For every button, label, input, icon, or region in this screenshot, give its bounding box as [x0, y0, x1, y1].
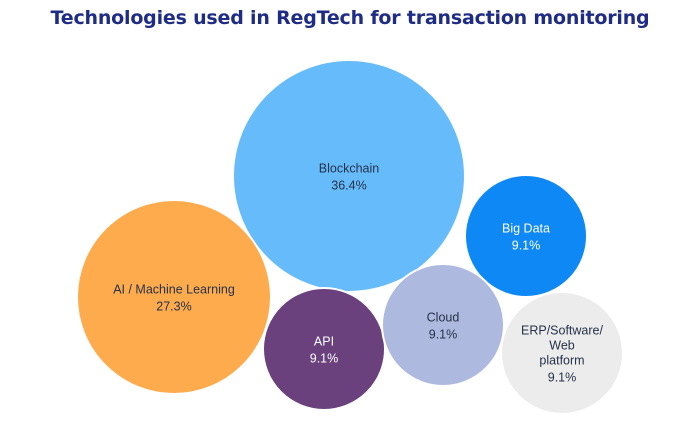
bubble-erp-software-web-platform: ERP/Software/Web platform 9.1% [500, 291, 624, 415]
bubble-category-label: ERP/Software/Web platform [521, 324, 604, 368]
bubble-category-label: Big Data [502, 222, 550, 236]
bubble-category-label: Blockchain [319, 162, 379, 176]
bubble-circle [500, 291, 624, 415]
bubble-api: API 9.1% [262, 287, 386, 411]
bubble-category-label: API [314, 335, 334, 349]
bubble-circle [76, 199, 272, 395]
bubble-value-label: 9.1% [310, 352, 339, 366]
bubble-cloud: Cloud 9.1% [381, 263, 505, 387]
bubble-value-label: 9.1% [429, 328, 458, 342]
bubble-circle [464, 174, 588, 298]
bubble-circle [381, 263, 505, 387]
bubble-circle [232, 59, 466, 293]
bubble-ai-machine-learning: AI / Machine Learning 27.3% [76, 199, 272, 395]
bubble-blockchain: Blockchain 36.4% [232, 59, 466, 293]
chart-title: Technologies used in RegTech for transac… [50, 7, 650, 29]
bubble-category-label: AI / Machine Learning [113, 283, 235, 297]
bubble-circle [262, 287, 386, 411]
bubble-category-label: Cloud [427, 311, 460, 325]
bubble-big-data: Big Data 9.1% [464, 174, 588, 298]
bubble-value-label: 9.1% [548, 371, 577, 385]
bubble-value-label: 27.3% [156, 300, 191, 314]
bubble-value-label: 9.1% [512, 239, 541, 253]
bubble-value-label: 36.4% [331, 179, 366, 193]
